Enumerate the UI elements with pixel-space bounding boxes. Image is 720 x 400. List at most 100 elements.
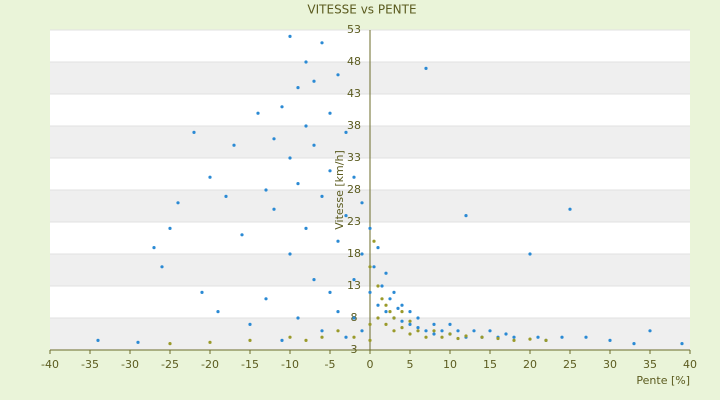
point <box>248 322 252 326</box>
point <box>544 338 548 342</box>
point <box>528 252 532 256</box>
point <box>288 34 292 39</box>
point <box>176 201 180 205</box>
point <box>416 329 420 333</box>
point <box>380 297 384 301</box>
point <box>264 188 268 192</box>
point <box>344 335 348 339</box>
point <box>380 284 384 288</box>
point <box>464 214 468 218</box>
y-tick-label: 43 <box>347 87 361 100</box>
point <box>312 79 316 83</box>
chart-title: VITESSE vs PENTE <box>307 3 416 17</box>
y-tick-label: 33 <box>347 151 361 164</box>
x-tick-label: -10 <box>281 358 299 371</box>
point <box>372 239 376 243</box>
x-tick-label: -20 <box>201 358 219 371</box>
point <box>440 329 444 333</box>
point <box>400 303 404 307</box>
x-tick-label: -5 <box>325 358 336 371</box>
point <box>320 335 324 339</box>
point <box>304 60 308 64</box>
point <box>320 329 324 333</box>
point <box>368 290 372 294</box>
point <box>272 207 276 211</box>
x-tick-label: 15 <box>483 358 497 371</box>
point <box>496 336 500 341</box>
point <box>472 329 476 333</box>
point <box>336 329 340 333</box>
point <box>304 338 308 342</box>
point <box>388 297 392 301</box>
point <box>376 246 380 250</box>
y-tick-label: 28 <box>347 183 361 196</box>
point <box>424 66 428 70</box>
point <box>632 342 636 346</box>
point <box>360 201 364 205</box>
point <box>456 336 460 341</box>
point <box>248 338 252 342</box>
x-tick-label: 35 <box>643 358 657 371</box>
point <box>384 322 388 326</box>
point <box>328 169 332 173</box>
point <box>408 319 412 323</box>
point <box>344 130 348 134</box>
point <box>416 316 420 320</box>
point <box>360 252 364 256</box>
point <box>448 322 452 326</box>
point <box>360 329 364 333</box>
point <box>388 310 392 314</box>
x-tick-label: 20 <box>523 358 537 371</box>
point <box>152 246 156 250</box>
x-axis-label: Pente [%] <box>636 374 690 387</box>
point <box>336 73 340 77</box>
point <box>456 329 460 333</box>
x-tick-label: -15 <box>241 358 259 371</box>
point <box>368 265 372 269</box>
point <box>312 278 316 282</box>
point <box>432 332 436 336</box>
point <box>464 334 468 338</box>
point <box>408 332 412 336</box>
point <box>368 338 372 342</box>
point <box>352 175 356 179</box>
x-tick-label: -40 <box>41 358 59 371</box>
point <box>320 41 324 45</box>
point <box>224 194 228 198</box>
x-tick-label: 30 <box>603 358 617 371</box>
point <box>200 290 204 294</box>
point <box>272 137 276 141</box>
y-tick-label: 13 <box>347 279 361 292</box>
point <box>280 338 284 342</box>
point <box>168 342 172 346</box>
point <box>376 316 380 320</box>
point <box>400 310 404 314</box>
point <box>392 329 396 333</box>
point <box>296 316 300 320</box>
point <box>312 143 316 147</box>
x-tick-label: -35 <box>81 358 99 371</box>
point <box>232 143 236 147</box>
point <box>512 338 516 342</box>
point <box>320 194 324 198</box>
y-axis-label: Vitesse [km/h] <box>333 150 346 230</box>
point <box>372 265 376 269</box>
point <box>328 290 332 294</box>
point <box>368 322 372 326</box>
y-tick-label: 48 <box>347 55 361 68</box>
point <box>160 265 164 269</box>
point <box>352 278 356 282</box>
point <box>384 310 388 314</box>
point <box>288 156 292 160</box>
y-tick-label: 38 <box>347 119 361 132</box>
point <box>608 338 612 342</box>
point <box>536 335 540 339</box>
point <box>240 233 244 237</box>
x-tick-label: 5 <box>407 358 414 371</box>
point <box>192 130 196 134</box>
point <box>584 335 588 339</box>
y-tick-label: 18 <box>347 247 361 260</box>
point <box>256 111 260 115</box>
y-tick-label: 53 <box>347 23 361 36</box>
